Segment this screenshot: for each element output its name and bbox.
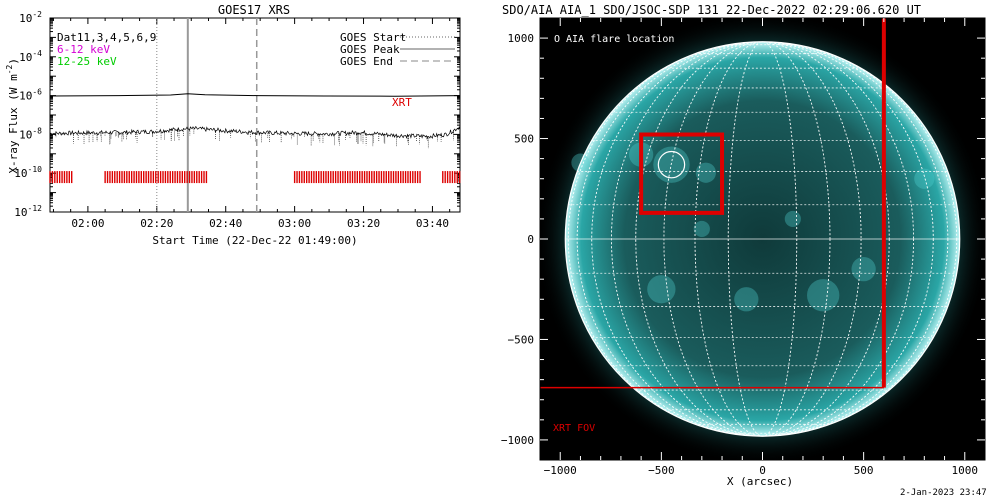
goes-y-tick-label: 10-4 <box>19 49 42 64</box>
aia-x-tick-label: 0 <box>759 464 766 477</box>
aia-active-region <box>784 210 801 227</box>
aia-image-layer <box>540 18 985 460</box>
aia-flare-box <box>639 132 725 215</box>
aia-active-region <box>693 220 710 238</box>
goes-x-tick-label: 03:40 <box>416 217 449 230</box>
aia-longitude-line <box>567 41 958 437</box>
goes-y-tick-label: 10-6 <box>19 88 42 103</box>
goes-legend-peak: GOES Peak <box>340 43 400 56</box>
goes-legend-12-25kev: 12-25 keV <box>57 55 117 68</box>
goes-x-tick-label: 02:40 <box>209 217 242 230</box>
aia-y-tick-label: 500 <box>514 133 534 146</box>
goes-x-tick-label: 03:20 <box>347 217 380 230</box>
aia-flare-circle <box>657 150 686 179</box>
goes-xrt-label: XRT <box>392 96 412 109</box>
aia-longitude-line <box>635 41 890 437</box>
goes-x-axis-label: Start Time (22-Dec-22 01:49:00) <box>152 234 358 247</box>
aia-active-region <box>695 162 716 183</box>
aia-y-tick-label: −500 <box>508 333 535 346</box>
aia-flare-location-label: O AIA flare location <box>554 34 675 45</box>
aia-y-tick-label: 0 <box>527 233 534 246</box>
goes-chart-title: GOES17 XRS <box>217 3 291 17</box>
aia-x-tick-label: −1000 <box>544 464 577 477</box>
goes-y-axis-label: X-ray Flux (W m-2) <box>5 58 20 174</box>
aia-x-tick-label: −500 <box>648 464 675 477</box>
aia-limb <box>564 41 961 437</box>
aia-helio-grid <box>565 41 960 437</box>
aia-longitude-line <box>694 41 831 437</box>
goes-legend-detectors: Dat11,3,4,5,6,9 <box>57 31 157 44</box>
goes-y-tick-label: 10-2 <box>19 10 42 25</box>
goes-y-tick-label: 10-12 <box>14 204 42 219</box>
aia-image-title: SDO/AIA AIA_1 SDO/JSOC-SDP 131 22-Dec-20… <box>502 3 922 17</box>
goes-x-tick-label: 03:00 <box>278 217 311 230</box>
aia-y-tick-label: −1000 <box>501 434 534 447</box>
aia-longitude-line <box>663 41 862 437</box>
aia-active-region <box>914 168 935 189</box>
aia-xrt-fov-label: XRT FOV <box>553 423 596 434</box>
render-timestamp: 2-Jan-2023 23:47 <box>900 488 987 498</box>
goes-legend-end: GOES End <box>340 55 393 68</box>
goes-series-short-channel <box>49 126 461 139</box>
goes-y-tick-label: 10-8 <box>19 126 42 141</box>
aia-y-tick-label: 1000 <box>508 32 535 45</box>
aia-longitude-line <box>576 41 949 437</box>
aia-x-tick-label: 500 <box>854 464 874 477</box>
aia-active-region <box>851 257 876 282</box>
aia-longitude-line <box>727 41 798 437</box>
aia-active-region <box>807 279 840 312</box>
goes-x-tick-label: 02:20 <box>140 217 173 230</box>
goes-legend-6-12kev: 6-12 keV <box>57 43 110 56</box>
aia-longitude-line <box>611 41 914 437</box>
goes-series-long-channel <box>49 93 461 97</box>
aia-active-region <box>734 287 759 312</box>
goes-x-tick-label: 02:00 <box>71 217 104 230</box>
goes-legend-start: GOES Start <box>340 31 407 44</box>
goes-y-tick-label: 10-10 <box>14 165 42 180</box>
aia-x-axis-label: X (arcsec) <box>726 475 794 488</box>
aia-longitude-line <box>591 41 934 437</box>
aia-x-tick-label: 1000 <box>952 464 979 477</box>
aia-active-region <box>647 275 676 304</box>
